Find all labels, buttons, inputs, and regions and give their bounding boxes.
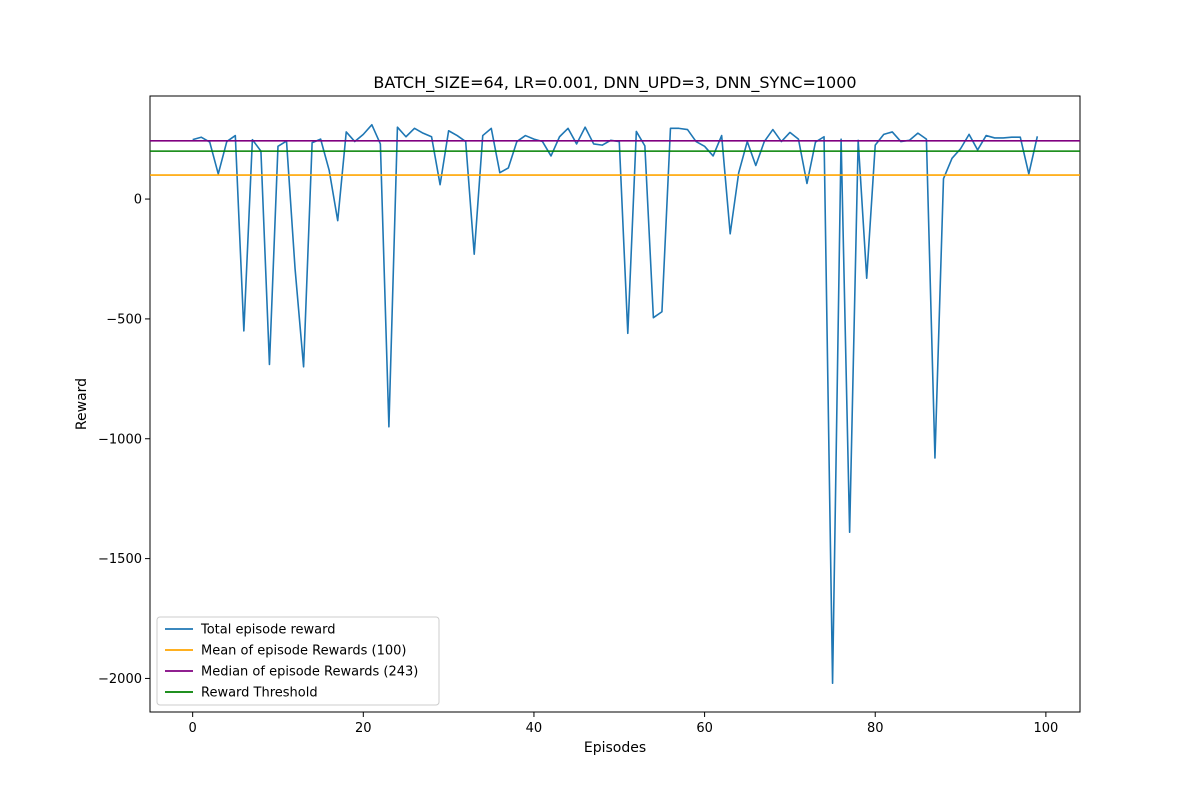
y-tick-label: −500 xyxy=(106,312,142,327)
y-tick-label: 0 xyxy=(134,193,142,208)
chart-title: BATCH_SIZE=64, LR=0.001, DNN_UPD=3, DNN_… xyxy=(373,73,856,93)
legend: Total episode reward Mean of episode Rewa… xyxy=(156,616,440,706)
y-axis-label: Reward xyxy=(74,378,90,430)
x-tick-label: 0 xyxy=(189,721,197,736)
legend-label: Mean of episode Rewards (100) xyxy=(201,644,406,659)
y-tick-label: −1000 xyxy=(98,432,142,447)
x-tick-label: 20 xyxy=(355,721,372,736)
x-axis-label: Episodes xyxy=(584,740,646,756)
x-tick-label: 60 xyxy=(696,721,713,736)
x-axis: 0 20 40 60 80 100 xyxy=(189,712,1058,736)
legend-label: Total episode reward xyxy=(200,623,336,638)
legend-label: Median of episode Rewards (243) xyxy=(201,665,418,680)
x-tick-label: 40 xyxy=(526,721,543,736)
y-tick-label: −1500 xyxy=(98,552,142,567)
y-axis: 0 −500 −1000 −1500 −2000 xyxy=(98,193,150,687)
series-line-0 xyxy=(192,123,1039,685)
x-tick-label: 80 xyxy=(867,721,884,736)
y-tick-label: −2000 xyxy=(98,672,142,687)
plot-area xyxy=(150,123,1080,685)
legend-box xyxy=(156,616,440,706)
legend-label: Reward Threshold xyxy=(201,686,318,701)
plot-frame xyxy=(149,95,1081,713)
x-tick-label: 100 xyxy=(1033,721,1058,736)
